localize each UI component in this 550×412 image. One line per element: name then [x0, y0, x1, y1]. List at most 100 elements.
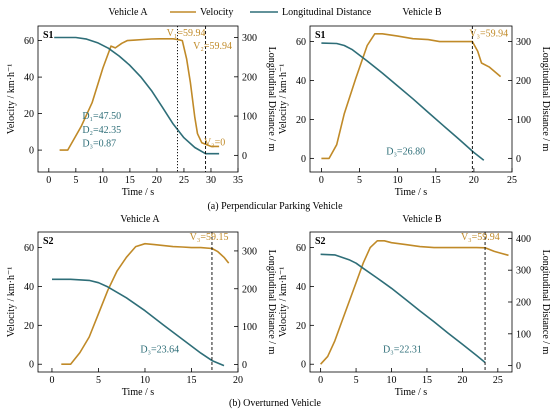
y-tick-label: 40	[24, 73, 34, 84]
y2-tick-label: 300	[242, 33, 257, 44]
x-tick-label: 10	[98, 175, 108, 186]
legend: Velocity Longitudinal Distance	[170, 7, 372, 18]
distance-series-line	[54, 36, 220, 155]
chart-panel-b2: Vehicle B S2 0 5 10 15 20 25 0 20 40 60 0 100 200 300 40…	[278, 214, 550, 398]
y2-tick-label: 0	[516, 361, 521, 372]
panel-title: Vehicle A	[120, 214, 160, 225]
y-tick-label: 20	[296, 115, 306, 126]
x-tick-label: 15	[431, 175, 441, 186]
y-tick-label: 0	[29, 360, 34, 371]
annotation-label: V₃=59.15	[190, 232, 229, 243]
x-tick-label: 35	[233, 175, 243, 186]
y-axis-title: Velocity / km·h⁻¹	[6, 267, 17, 338]
y2-axis-title: Longitudinal Distance / m	[540, 47, 550, 152]
legend-distance-label: Longitudinal Distance	[282, 7, 372, 18]
x-tick-label: 25	[179, 175, 189, 186]
y2-tick-label: 300	[516, 37, 531, 48]
y-tick-label: 0	[301, 154, 306, 165]
y2-tick-label: 100	[242, 112, 257, 123]
velocity-series-line	[59, 37, 220, 151]
x-tick-label: 10	[387, 375, 397, 386]
y2-tick-label: 200	[242, 72, 257, 83]
annotation-label: V₃=0	[204, 138, 225, 149]
plot-frame	[309, 25, 513, 173]
x-tick-label: 10	[393, 175, 403, 186]
y2-tick-label: 300	[242, 246, 257, 257]
x-tick-label: 0	[46, 175, 51, 186]
x-tick-label: 0	[319, 175, 324, 186]
y2-tick-label: 400	[516, 234, 531, 245]
annotation-label: D₃=23.64	[140, 345, 179, 356]
y-tick-label: 60	[296, 243, 306, 254]
x-tick-label: 0	[318, 375, 323, 386]
y-tick-label: 40	[296, 76, 306, 87]
y-tick-label: 20	[296, 321, 306, 332]
annotation-label: V₃=59.94	[469, 29, 508, 40]
y-tick-label: 40	[296, 282, 306, 293]
annotation-label: V₂=59.94	[193, 41, 232, 52]
annotation-label: D₃=26.80	[386, 146, 425, 157]
x-tick-label: 10	[140, 375, 150, 386]
x-tick-label: 0	[49, 375, 54, 386]
y-tick-label: 20	[24, 109, 34, 120]
x-tick-label: 30	[206, 175, 216, 186]
y2-tick-label: 0	[516, 154, 521, 165]
y-tick-label: 20	[24, 321, 34, 332]
annotation-label: D₂=42.35	[82, 125, 121, 136]
y2-tick-label: 200	[242, 284, 257, 295]
x-tick-label: 5	[73, 175, 78, 186]
y-tick-label: 60	[24, 243, 34, 254]
x-tick-label: 20	[152, 175, 162, 186]
y2-axis-title: Longitudinal Distance / m	[540, 250, 550, 355]
panel-title: Vehicle A	[108, 7, 148, 18]
y2-tick-label: 100	[516, 329, 531, 340]
y2-axis-title: Longitudinal Distance / m	[266, 250, 277, 355]
panel-title: Vehicle B	[402, 7, 441, 18]
x-tick-label: 15	[125, 175, 135, 186]
x-tick-label: 20	[457, 375, 467, 386]
annotation-label: D₃=0.87	[82, 138, 116, 149]
caption-row1: (a) Perpendicular Parking Vehicle	[207, 201, 343, 212]
scenario-label: S1	[315, 30, 326, 41]
caption-row2: (b) Overturned Vehicle	[229, 398, 322, 409]
velocity-series-line	[320, 240, 509, 365]
scenario-label: S2	[315, 236, 326, 247]
chart-panel-a1: Vehicle A S1 0 5 10 15 20 25 30 35 0 20 40 60 0 100 200 3…	[6, 7, 277, 198]
chart-panel-b1: Vehicle B S1 0 5 10 15 20 25 0 20 40 60 0 100 200 300 Ti…	[278, 7, 550, 198]
x-tick-label: 20	[469, 175, 479, 186]
distance-series-line	[321, 42, 485, 161]
annotation-label: D₃=22.31	[383, 345, 422, 356]
annotation-label: D₁=47.50	[82, 111, 121, 122]
distance-series-line	[320, 253, 486, 364]
y-axis-title: Velocity / km·h⁻¹	[6, 64, 17, 135]
scenario-label: S1	[43, 30, 54, 41]
y-tick-label: 60	[296, 37, 306, 48]
annotation-label: V₁=59.94	[167, 28, 206, 39]
x-tick-label: 15	[422, 375, 432, 386]
plot-frame	[37, 231, 239, 373]
y2-tick-label: 100	[242, 322, 257, 333]
x-tick-label: 15	[186, 375, 196, 386]
y-axis-title: Velocity / km·h⁻¹	[278, 64, 289, 135]
x-axis-title: Time / s	[122, 387, 155, 398]
x-tick-label: 5	[354, 375, 359, 386]
x-axis-title: Time / s	[395, 187, 428, 198]
x-axis-title: Time / s	[395, 387, 428, 398]
y2-tick-label: 0	[242, 360, 247, 371]
x-tick-label: 5	[96, 375, 101, 386]
y-tick-label: 0	[29, 146, 34, 157]
y2-axis-title: Longitudinal Distance / m	[266, 47, 277, 152]
x-tick-label: 20	[233, 375, 243, 386]
x-tick-label: 25	[493, 375, 503, 386]
y-axis-title: Velocity / km·h⁻¹	[278, 267, 289, 338]
y-tick-label: 60	[24, 36, 34, 47]
velocity-series-line	[321, 32, 502, 160]
y-tick-label: 0	[301, 360, 306, 371]
panel-title: Vehicle B	[402, 214, 441, 225]
scenario-label: S2	[43, 236, 54, 247]
x-axis-title: Time / s	[122, 187, 155, 198]
x-tick-label: 25	[507, 175, 517, 186]
y-tick-label: 40	[24, 282, 34, 293]
y2-tick-label: 200	[516, 298, 531, 309]
